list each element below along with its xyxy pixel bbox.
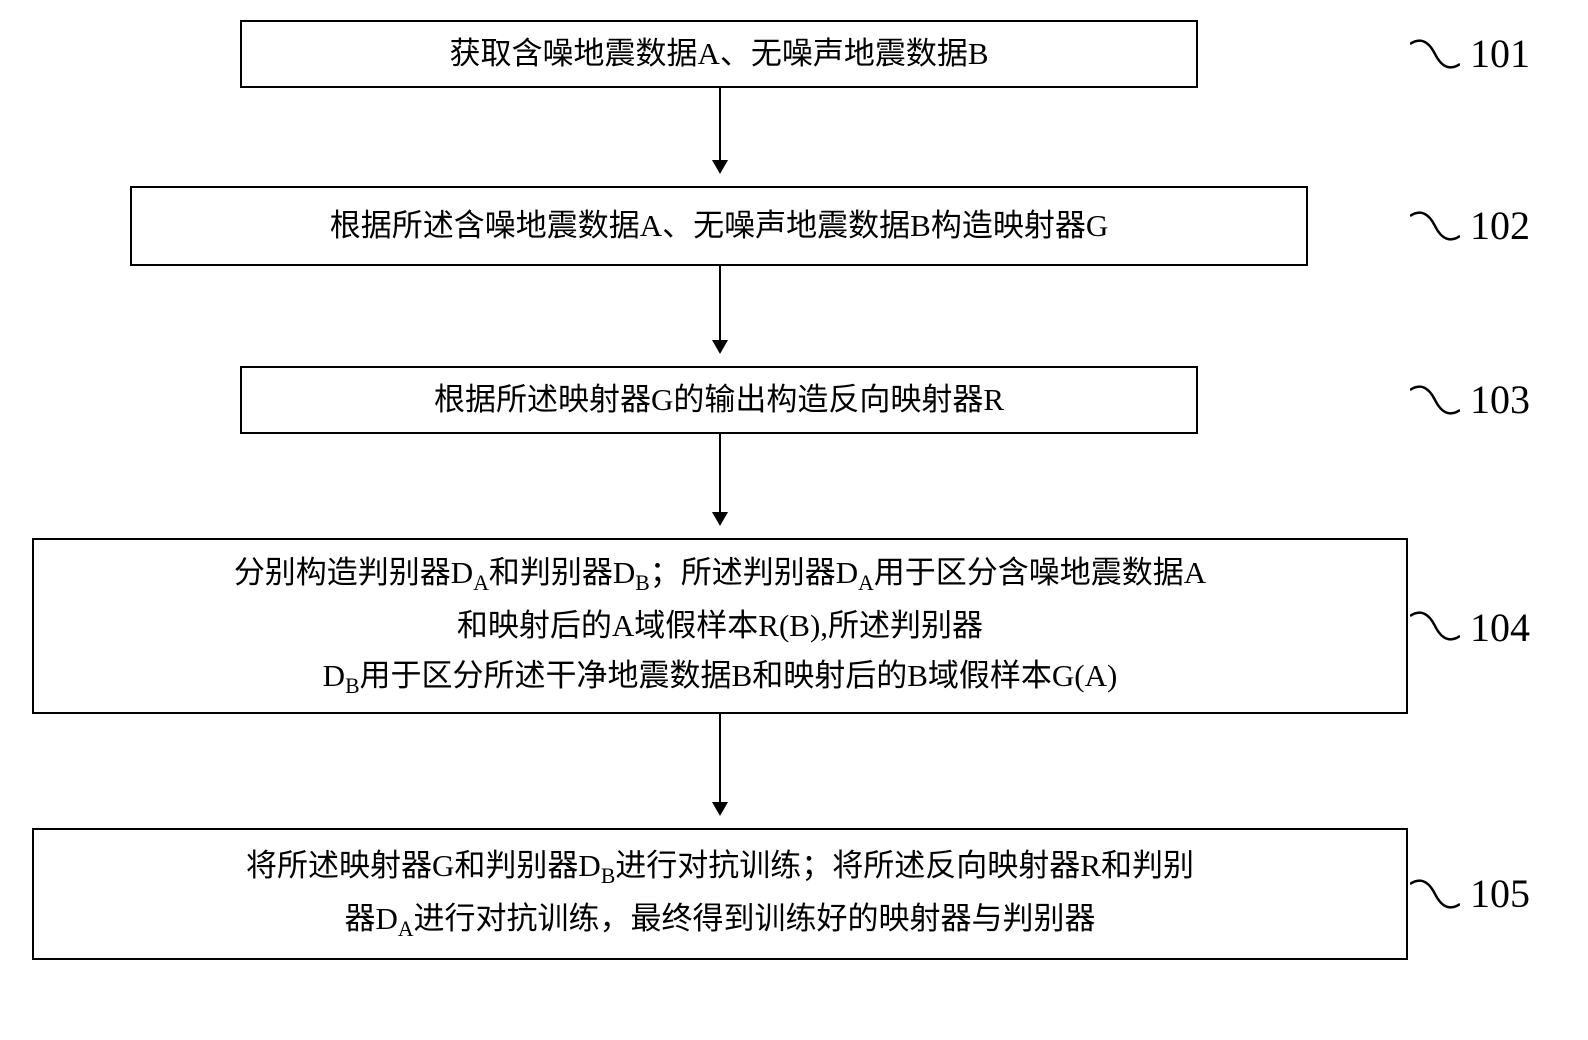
- arrow-4-5: [719, 714, 721, 814]
- step-104-line1: 分别构造判别器DA和判别器DB；所述判别器DA用于区分含噪地震数据A: [234, 555, 1206, 590]
- step-105-line1: 将所述映射器G和判别器DB进行对抗训练；将所述反向映射器R和判别: [246, 848, 1194, 883]
- arrow-3-4: [719, 434, 721, 524]
- flowchart-canvas: 获取含噪地震数据A、无噪声地震数据B 101 根据所述含噪地震数据A、无噪声地震…: [0, 0, 1588, 1040]
- step-text-102: 根据所述含噪地震数据A、无噪声地震数据B构造映射器G: [330, 201, 1108, 251]
- connector-curve-105: [1410, 874, 1460, 914]
- connector-curve-103: [1410, 380, 1460, 420]
- step-box-103: 根据所述映射器G的输出构造反向映射器R: [240, 366, 1198, 434]
- step-label-105: 105: [1470, 870, 1530, 917]
- step-text-104: 分别构造判别器DA和判别器DB；所述判别器DA用于区分含噪地震数据A 和映射后的…: [234, 548, 1206, 703]
- step-label-101: 101: [1470, 30, 1530, 77]
- step-104-line3: DB用于区分所述干净地震数据B和映射后的B域假样本G(A): [323, 658, 1118, 693]
- step-label-103: 103: [1470, 376, 1530, 423]
- arrow-2-3: [719, 266, 721, 352]
- step-text-103: 根据所述映射器G的输出构造反向映射器R: [434, 375, 1004, 425]
- step-label-102: 102: [1470, 202, 1530, 249]
- step-text-105: 将所述映射器G和判别器DB进行对抗训练；将所述反向映射器R和判别 器DA进行对抗…: [246, 841, 1194, 947]
- connector-curve-104: [1410, 606, 1460, 646]
- step-box-102: 根据所述含噪地震数据A、无噪声地震数据B构造映射器G: [130, 186, 1308, 266]
- step-box-105: 将所述映射器G和判别器DB进行对抗训练；将所述反向映射器R和判别 器DA进行对抗…: [32, 828, 1408, 960]
- step-box-104: 分别构造判别器DA和判别器DB；所述判别器DA用于区分含噪地震数据A 和映射后的…: [32, 538, 1408, 714]
- step-text-101: 获取含噪地震数据A、无噪声地震数据B: [449, 29, 988, 79]
- step-105-line2: 器DA进行对抗训练，最终得到训练好的映射器与判别器: [344, 901, 1095, 936]
- connector-curve-101: [1410, 34, 1460, 74]
- step-104-line2: 和映射后的A域假样本R(B),所述判别器: [457, 608, 983, 643]
- step-label-104: 104: [1470, 604, 1530, 651]
- arrow-1-2: [719, 88, 721, 172]
- connector-curve-102: [1410, 206, 1460, 246]
- step-box-101: 获取含噪地震数据A、无噪声地震数据B: [240, 20, 1198, 88]
